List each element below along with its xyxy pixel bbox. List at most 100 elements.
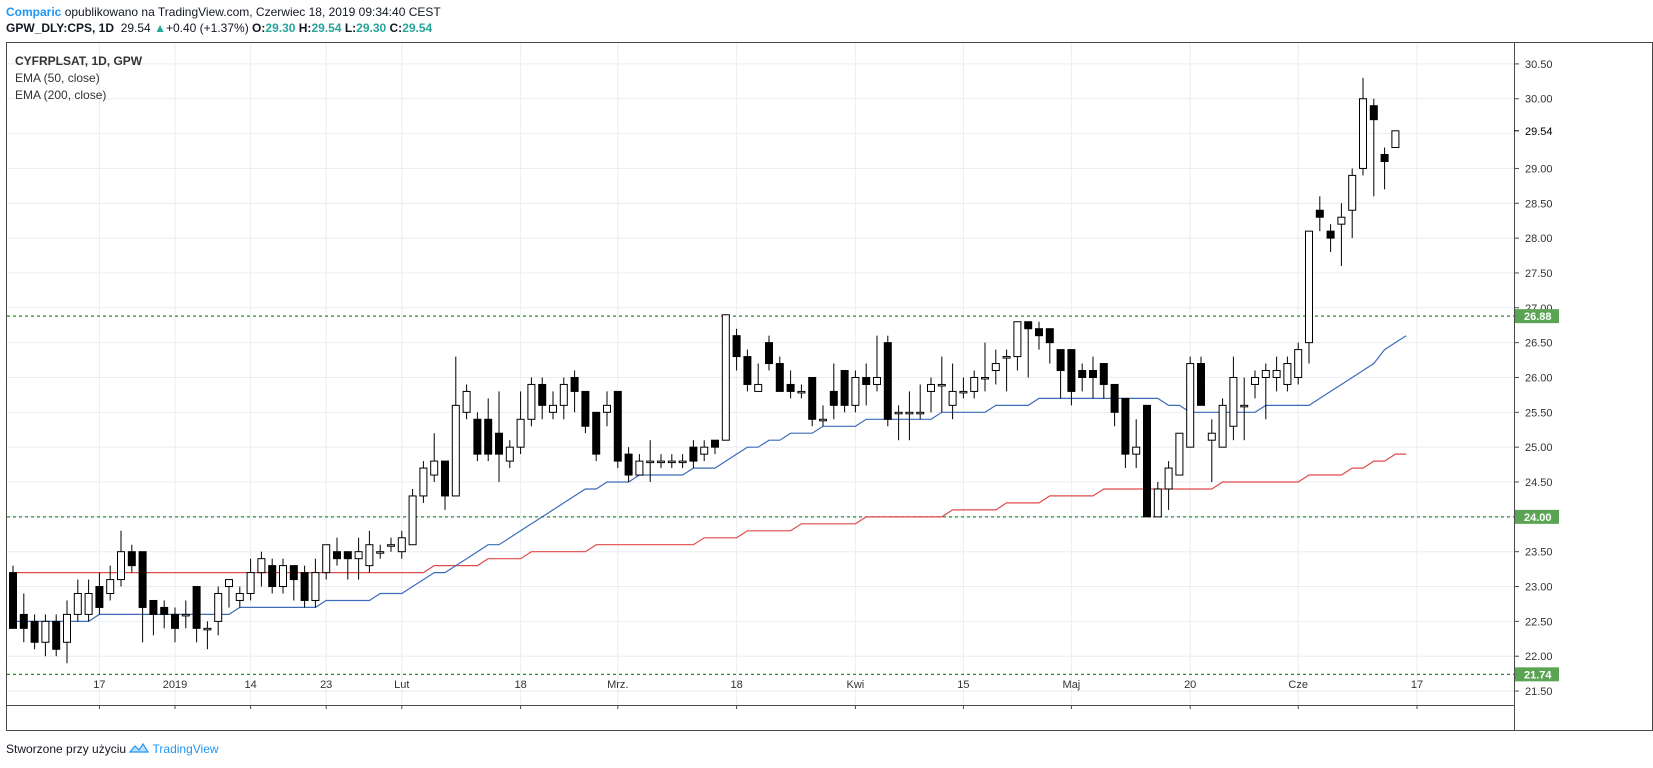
candle bbox=[52, 614, 61, 657]
footer-brand-link[interactable]: TradingView bbox=[152, 742, 219, 756]
last-price-label: 29.54 bbox=[1525, 126, 1553, 138]
legend-ema200[interactable]: EMA (200, close) bbox=[15, 88, 107, 102]
candle-body bbox=[613, 390, 622, 462]
candle-body bbox=[559, 383, 568, 406]
ema50-line bbox=[13, 335, 1407, 623]
candle-body bbox=[819, 418, 827, 422]
candle-body bbox=[1240, 404, 1249, 408]
candle bbox=[9, 565, 17, 629]
candle bbox=[1099, 363, 1108, 399]
candle-body bbox=[1315, 209, 1324, 218]
ema200-line bbox=[13, 453, 1407, 574]
candle bbox=[1283, 356, 1292, 392]
candle bbox=[171, 607, 179, 643]
candle-body bbox=[387, 544, 395, 547]
candle bbox=[927, 377, 935, 413]
price-tick-label: 25.50 bbox=[1525, 407, 1553, 419]
candle-body bbox=[1305, 230, 1313, 344]
candle bbox=[1164, 461, 1173, 510]
price-axis[interactable]: 21.50 22.00 22.50 23.00 23.50 24.00 24.50 25.00… bbox=[1514, 59, 1553, 698]
candle-body bbox=[711, 439, 719, 448]
footer: Stworzone przy użyciu TradingView bbox=[6, 742, 219, 756]
candle-body bbox=[1164, 467, 1173, 490]
candle bbox=[322, 544, 331, 580]
candle-body bbox=[462, 390, 471, 413]
candle bbox=[1056, 349, 1065, 399]
candle-body bbox=[41, 620, 50, 643]
candle bbox=[873, 335, 881, 392]
candle bbox=[246, 558, 255, 601]
candle bbox=[1089, 356, 1097, 399]
candle-body bbox=[743, 356, 752, 385]
candle bbox=[441, 460, 449, 510]
candle bbox=[613, 390, 622, 469]
candle bbox=[505, 440, 514, 469]
candle-body bbox=[538, 383, 547, 406]
candle-body bbox=[581, 390, 590, 427]
candle bbox=[1391, 130, 1400, 149]
candle-body bbox=[1013, 321, 1022, 358]
candle-body bbox=[1261, 370, 1270, 378]
candle-body bbox=[322, 544, 331, 574]
candle bbox=[1359, 77, 1367, 176]
candle-body bbox=[721, 314, 730, 441]
candle-body bbox=[84, 593, 93, 615]
legend-ema50[interactable]: EMA (50, close) bbox=[15, 71, 100, 85]
candle-body bbox=[473, 418, 482, 455]
candle-body bbox=[1132, 446, 1141, 455]
candle-body bbox=[365, 544, 374, 567]
candle bbox=[1305, 230, 1313, 364]
candle-body bbox=[451, 404, 460, 497]
price-badges: 26.88 24.00 21.74 29.54 bbox=[1514, 123, 1559, 682]
candle-body bbox=[300, 572, 309, 601]
candle-body bbox=[916, 411, 925, 415]
price-tick-label: 28.00 bbox=[1525, 233, 1553, 245]
tradingview-logo-icon bbox=[129, 742, 150, 753]
candle-body bbox=[408, 495, 417, 546]
candle bbox=[1369, 98, 1378, 197]
candle-body bbox=[1035, 328, 1043, 337]
price-tick-label: 26.50 bbox=[1525, 338, 1553, 350]
candle bbox=[1294, 342, 1303, 385]
publish-info: opublikowano na TradingView.com, Czerwie… bbox=[64, 5, 441, 19]
time-tick-label: Cze bbox=[1288, 679, 1308, 691]
candle bbox=[311, 558, 320, 608]
time-tick-label: Maj bbox=[1063, 679, 1081, 691]
candle bbox=[689, 440, 698, 469]
price-tick-label: 28.50 bbox=[1525, 198, 1553, 210]
candle-body bbox=[1143, 404, 1151, 518]
candle-body bbox=[775, 363, 784, 392]
author-link[interactable]: Comparic bbox=[6, 5, 62, 19]
time-tick-label: 17 bbox=[93, 679, 105, 691]
time-axis[interactable]: 17 2019 14 23 Lut 18 Mrz. 18 Kwi 15 Maj 20 Cze 17 bbox=[93, 679, 1423, 709]
candle bbox=[646, 440, 655, 483]
candle-body bbox=[289, 565, 298, 581]
candle-body bbox=[1359, 98, 1367, 169]
candle-body bbox=[354, 551, 363, 560]
candle bbox=[203, 621, 212, 650]
price-tick-label: 24.50 bbox=[1525, 477, 1553, 489]
candle bbox=[473, 412, 482, 462]
time-tick-label: 23 bbox=[320, 679, 332, 691]
candle-body bbox=[505, 446, 514, 462]
candle bbox=[30, 614, 39, 650]
level-badge bbox=[1515, 667, 1559, 682]
candle bbox=[1110, 383, 1119, 427]
candle-body bbox=[1121, 397, 1130, 455]
candle bbox=[840, 370, 849, 413]
candle bbox=[1024, 321, 1033, 378]
candle bbox=[516, 391, 525, 455]
candle-body bbox=[829, 390, 838, 406]
open-label: O: bbox=[252, 21, 266, 35]
candle bbox=[1218, 398, 1227, 448]
candle bbox=[117, 530, 125, 587]
candle-body bbox=[981, 376, 989, 380]
candle-body bbox=[657, 460, 665, 464]
last-price: 29.54 bbox=[120, 21, 151, 35]
candle-body bbox=[1045, 328, 1054, 344]
candle bbox=[570, 370, 579, 413]
candle bbox=[127, 544, 136, 573]
candle-body bbox=[700, 446, 709, 455]
candle bbox=[1240, 377, 1249, 441]
